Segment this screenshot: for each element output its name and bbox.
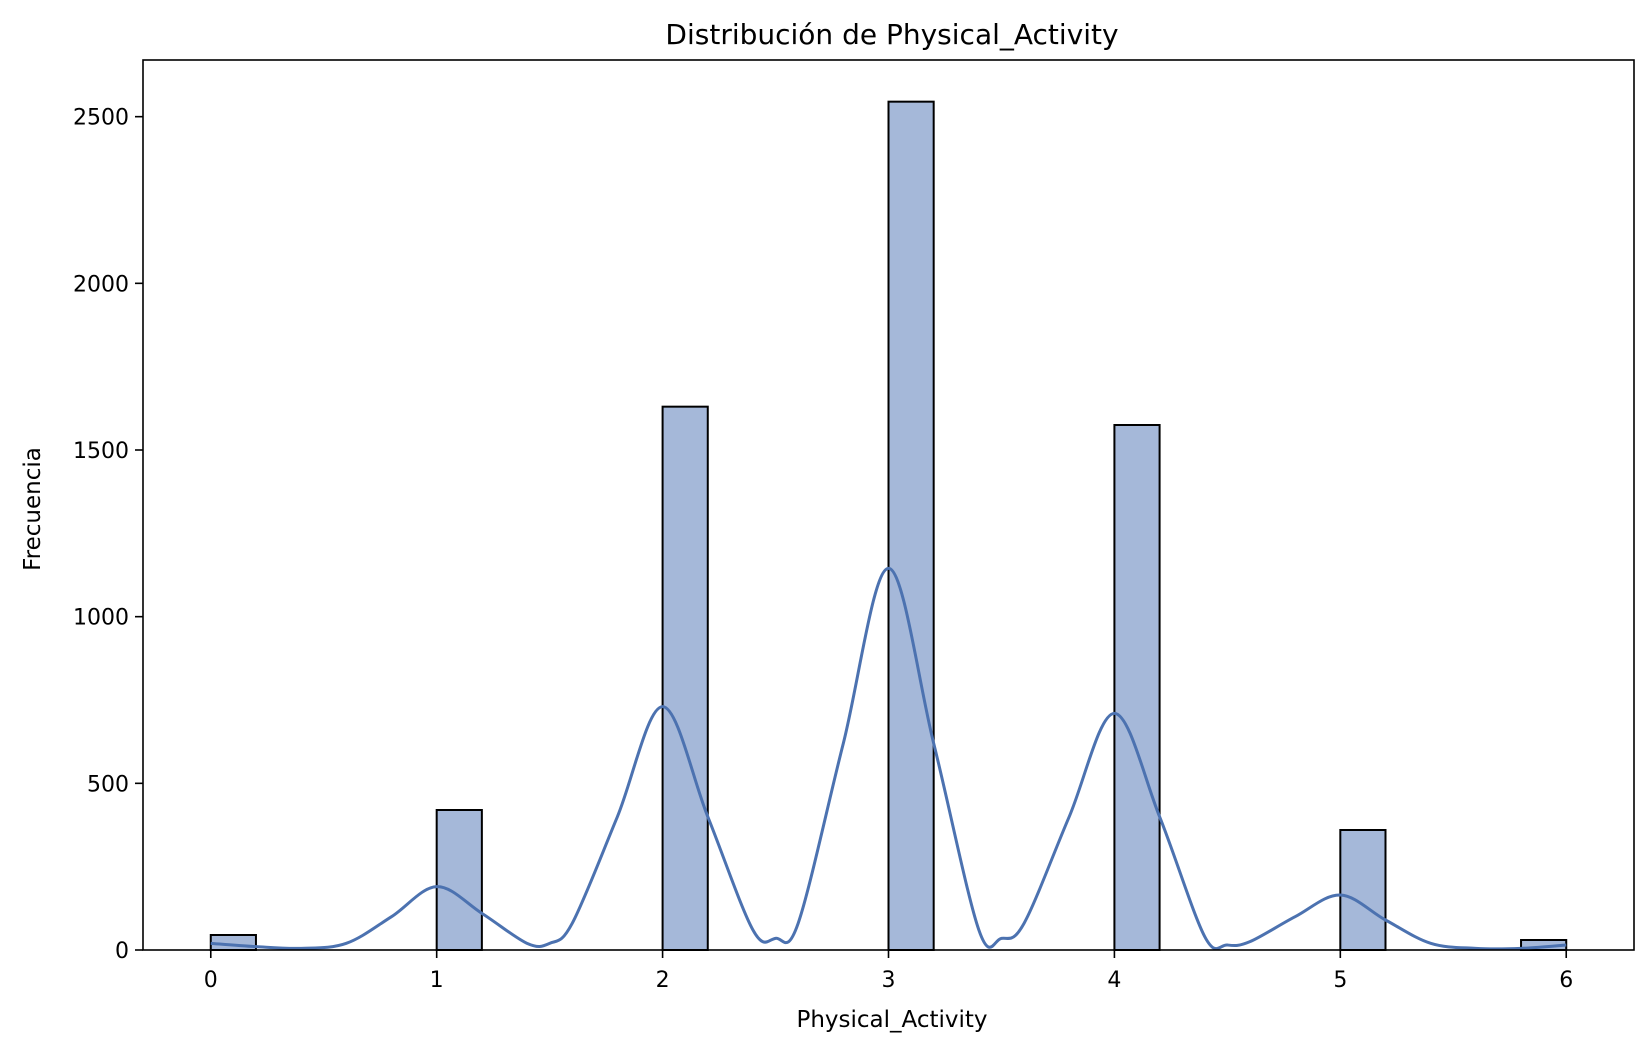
y-axis-label: Frecuencia bbox=[20, 447, 46, 571]
chart-title: Distribución de Physical_Activity bbox=[665, 18, 1118, 51]
bars-group bbox=[209, 100, 1568, 951]
x-tick-label: 5 bbox=[1333, 968, 1347, 993]
histogram-bar bbox=[1113, 424, 1161, 951]
histogram-bar bbox=[1339, 829, 1387, 951]
y-axis-ticks: 0 500 1000 1500 2000 2500 bbox=[73, 106, 143, 964]
x-tick-label: 6 bbox=[1559, 968, 1573, 993]
histogram-bar bbox=[661, 405, 709, 951]
histogram-bar bbox=[887, 100, 935, 951]
y-tick-label: 500 bbox=[87, 772, 129, 797]
y-tick-label: 0 bbox=[115, 939, 129, 964]
x-tick-label: 4 bbox=[1107, 968, 1121, 993]
x-tick-label: 3 bbox=[882, 968, 896, 993]
x-tick-label: 0 bbox=[204, 968, 218, 993]
y-tick-label: 1000 bbox=[73, 606, 129, 631]
kde-line bbox=[210, 566, 1567, 951]
y-tick-label: 1500 bbox=[73, 439, 129, 464]
y-tick-label: 2500 bbox=[73, 106, 129, 131]
y-tick-label: 2000 bbox=[73, 272, 129, 297]
histogram-bar bbox=[435, 809, 483, 951]
x-tick-label: 1 bbox=[430, 968, 444, 993]
x-axis-label: Physical_Activity bbox=[796, 1007, 987, 1033]
x-axis-ticks: 0 1 2 3 4 5 6 bbox=[204, 950, 1573, 993]
x-tick-label: 2 bbox=[656, 968, 670, 993]
